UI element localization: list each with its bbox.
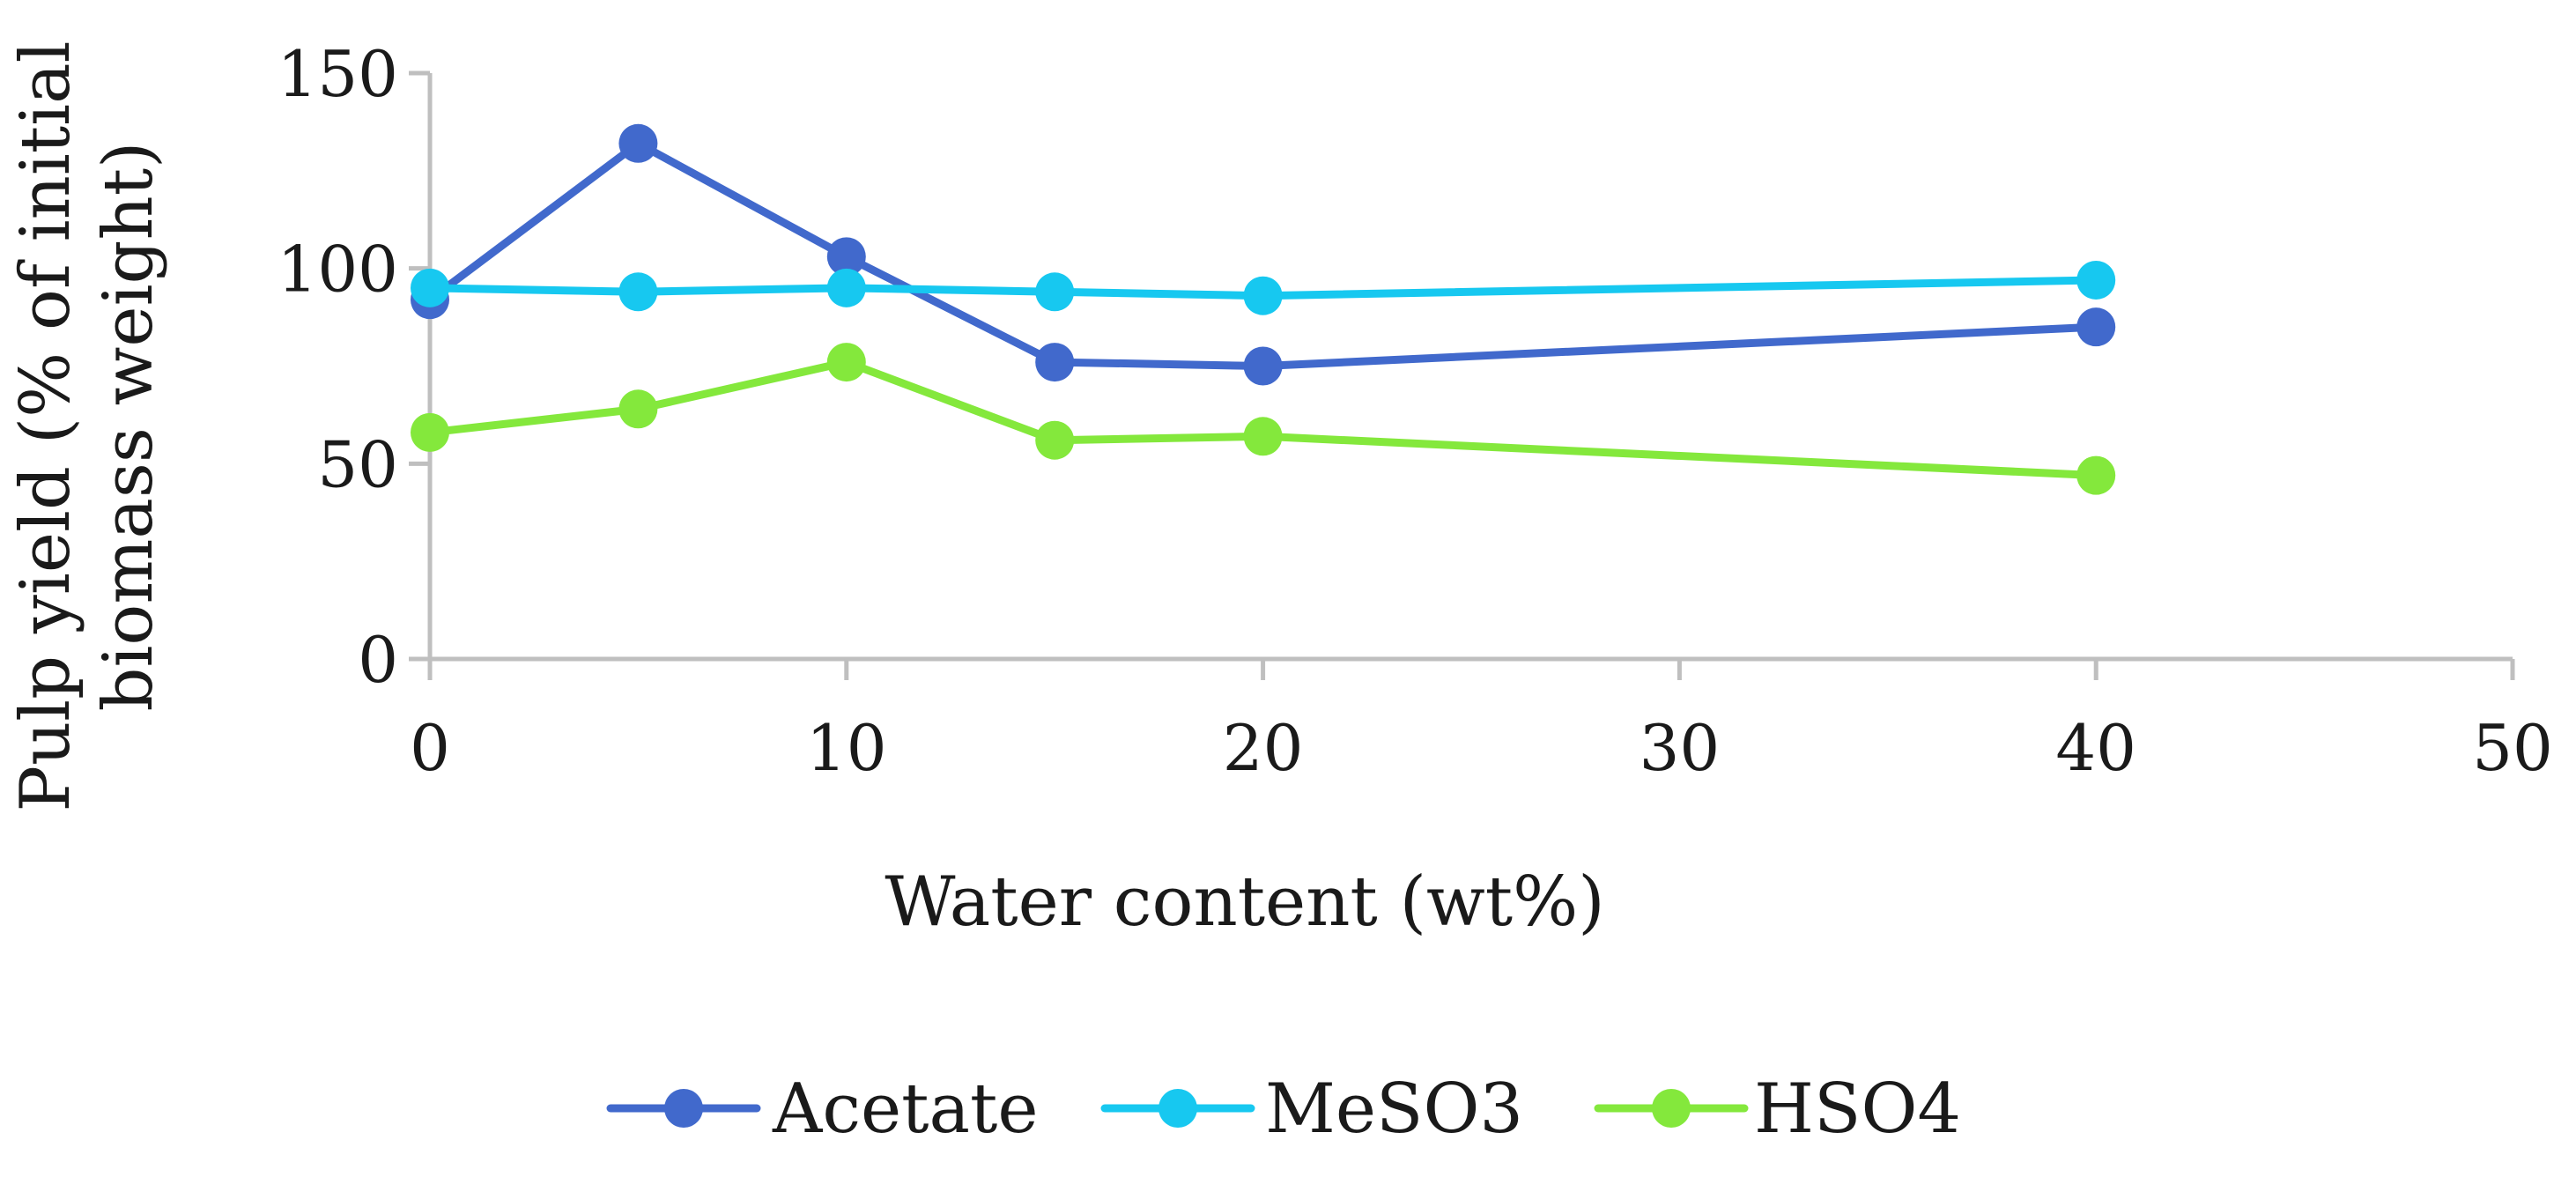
legend-item-acetate: Acetate — [606, 1070, 1039, 1149]
data-point-acetate — [2076, 307, 2116, 347]
data-point-meso3 — [1243, 276, 1283, 315]
data-point-hso4 — [1243, 417, 1283, 456]
x-tick-label: 0 — [410, 711, 450, 785]
legend-label: MeSO3 — [1265, 1070, 1523, 1149]
y-ticks: 0 50 100 150 — [278, 37, 430, 697]
series-layer — [411, 123, 2116, 495]
data-point-hso4 — [2076, 455, 2116, 495]
y-tick-label: 100 — [278, 233, 398, 307]
legend-item-meso3: MeSO3 — [1100, 1070, 1523, 1149]
series-line-hso4 — [426, 358, 2100, 480]
x-ticks: 0 10 20 30 40 50 — [410, 659, 2553, 785]
series-meso3 — [411, 260, 2116, 315]
axes: 0 50 100 150 0 10 20 30 40 50 — [278, 37, 2553, 785]
legend-swatch-marker — [664, 1089, 703, 1128]
data-point-hso4 — [618, 389, 658, 429]
legend-item-hso4: HSO4 — [1594, 1070, 1961, 1149]
legend-label: HSO4 — [1754, 1070, 1961, 1149]
series-hso4 — [411, 343, 2116, 495]
x-tick-label: 20 — [1223, 711, 1304, 785]
series-line-meso3 — [426, 276, 2100, 300]
x-tick-label: 40 — [2055, 711, 2136, 785]
y-tick-label: 150 — [278, 37, 398, 111]
x-axis-title: Water content (wt%) — [885, 862, 1604, 942]
y-axis-title: Pulp yield (% of initial biomass weight) — [6, 41, 168, 811]
data-point-acetate — [1035, 343, 1075, 382]
legend: Acetate MeSO3 HSO4 — [606, 1070, 1961, 1149]
data-point-acetate — [618, 123, 658, 163]
data-point-meso3 — [2076, 260, 2116, 300]
x-tick-label: 10 — [806, 711, 887, 785]
data-point-meso3 — [1035, 272, 1075, 312]
series-acetate — [411, 123, 2116, 386]
y-tick-label: 50 — [317, 427, 398, 501]
y-axis-title-line-1: Pulp yield (% of initial — [6, 41, 85, 811]
x-tick-label: 30 — [1640, 711, 1721, 785]
data-point-acetate — [826, 237, 866, 277]
y-axis-title-line-2: biomass weight) — [89, 142, 168, 712]
y-tick-label: 0 — [358, 623, 398, 697]
data-point-acetate — [1243, 346, 1283, 386]
legend-label: Acetate — [772, 1070, 1039, 1149]
data-point-hso4 — [411, 412, 449, 452]
x-tick-label: 50 — [2472, 711, 2553, 785]
legend-swatch-marker — [1158, 1089, 1197, 1128]
data-point-hso4 — [826, 343, 866, 382]
data-point-hso4 — [1035, 420, 1075, 460]
data-point-meso3 — [826, 268, 866, 307]
data-point-meso3 — [411, 268, 449, 307]
series-line-acetate — [426, 139, 2100, 370]
data-point-meso3 — [618, 272, 658, 312]
legend-swatch-marker — [1652, 1089, 1691, 1128]
